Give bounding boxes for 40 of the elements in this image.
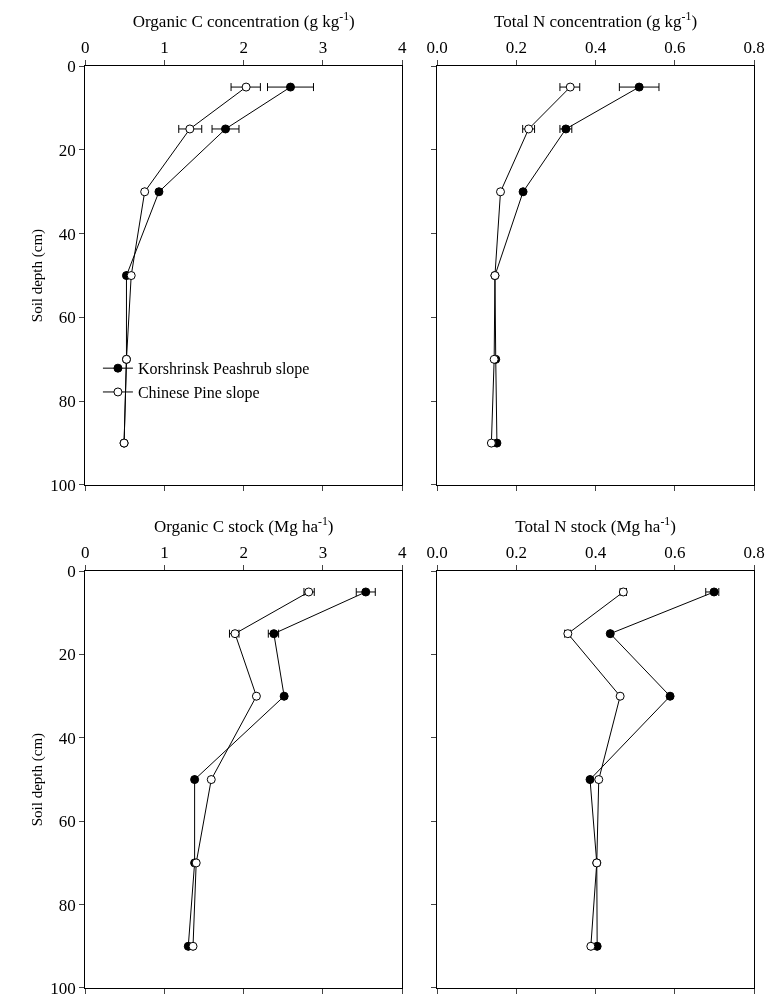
x-tick-label: 0 (81, 38, 90, 58)
y-tick-label: 80 (58, 895, 76, 915)
y-tick-label: 60 (58, 812, 76, 832)
x-axis-title: Organic C stock (Mg ha$^{-1}$) (153, 513, 334, 536)
x-tick-label: 1 (160, 38, 169, 58)
x-axis-title: Organic C concentration (g kg$^{-1}$) (132, 8, 355, 31)
x-tick-label: 0 (81, 543, 90, 563)
y-tick-label: 40 (58, 224, 76, 244)
x-tick-label: 4 (397, 38, 407, 58)
x-axis-title: Total N concentration (g kg$^{-1}$) (493, 8, 698, 31)
x-tick-label: 0.0 (426, 543, 448, 563)
x-axis-title: Total N stock (Mg ha$^{-1}$) (515, 513, 676, 536)
x-tick-label: 3 (318, 38, 328, 58)
x-tick-label: 2 (239, 38, 248, 58)
y-tick-label: 0 (67, 562, 76, 582)
x-tick-label: 0.4 (584, 38, 607, 58)
y-tick-label: 80 (58, 392, 76, 412)
x-tick-label: 1 (160, 543, 169, 563)
y-axis-title: Soil depth (cm) (28, 228, 46, 323)
y-tick-label: 40 (58, 728, 76, 748)
x-tick-label: 0.2 (505, 543, 527, 563)
x-tick-label: 0.6 (664, 543, 686, 563)
x-tick-label: 2 (239, 543, 248, 563)
x-tick-label: 0.2 (505, 38, 527, 58)
y-tick-label: 0 (67, 57, 76, 77)
y-axis-title: Soil depth (cm) (28, 732, 46, 827)
x-tick-label: 4 (397, 543, 407, 563)
x-tick-label: 0.6 (664, 38, 686, 58)
y-tick-label: 100 (50, 475, 76, 495)
y-tick-label: 60 (58, 308, 76, 328)
x-tick-label: 0.8 (743, 38, 765, 58)
legend-label: Korshrinsk Peashrub slope (137, 360, 310, 379)
x-tick-label: 3 (318, 543, 328, 563)
x-tick-label: 0.4 (584, 543, 607, 563)
y-tick-label: 100 (50, 978, 76, 998)
x-tick-label: 0.8 (743, 543, 765, 563)
y-tick-label: 20 (58, 645, 76, 665)
y-tick-label: 20 (58, 140, 76, 160)
legend-label: Chinese Pine slope (137, 384, 260, 403)
x-tick-label: 0.0 (426, 38, 448, 58)
